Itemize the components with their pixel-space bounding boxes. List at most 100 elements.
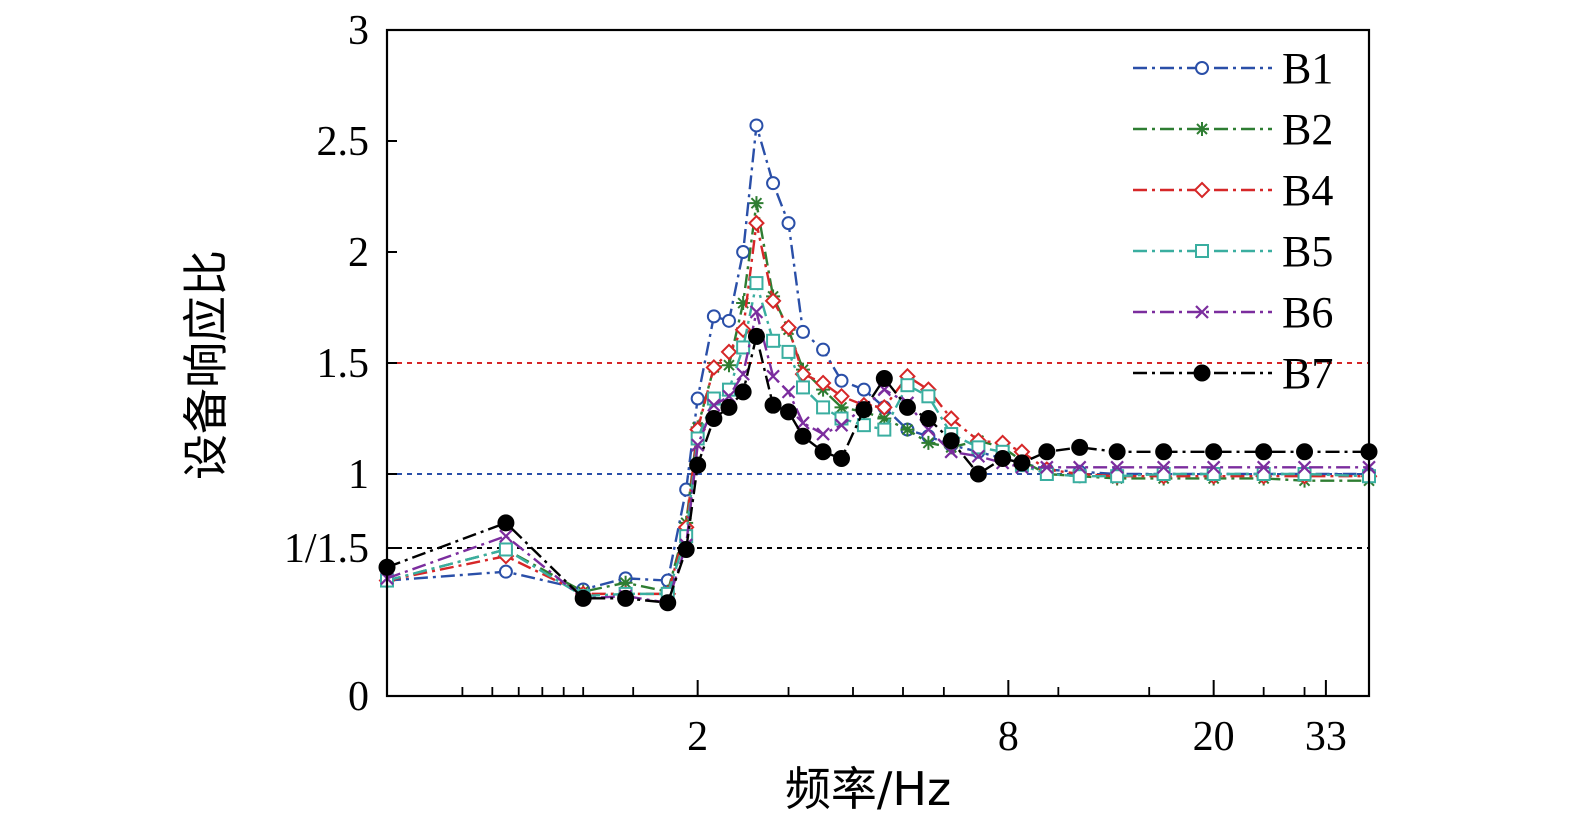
data-point bbox=[1072, 469, 1087, 484]
legend-label: B2 bbox=[1282, 105, 1333, 154]
data-point bbox=[971, 440, 986, 455]
data-point bbox=[1072, 460, 1087, 475]
data-point bbox=[734, 383, 752, 401]
legend-label: B5 bbox=[1282, 227, 1333, 276]
data-point bbox=[814, 443, 832, 461]
data-point bbox=[689, 456, 707, 474]
legend-label: B1 bbox=[1282, 44, 1333, 93]
data-point bbox=[498, 564, 513, 579]
legend-marker bbox=[1195, 244, 1209, 258]
data-point bbox=[617, 589, 635, 607]
data-point bbox=[1297, 460, 1312, 475]
series-b6 bbox=[380, 305, 1376, 610]
data-point bbox=[834, 400, 849, 415]
legend-marker bbox=[1195, 61, 1209, 75]
y-tick-label: 1.5 bbox=[317, 341, 370, 387]
legend-marker bbox=[1193, 364, 1211, 382]
data-point bbox=[942, 410, 960, 427]
legend-item-b7: B7 bbox=[1133, 349, 1333, 398]
data-point bbox=[814, 374, 832, 392]
legend-item-b6: B6 bbox=[1133, 288, 1333, 337]
data-point bbox=[816, 427, 830, 441]
data-point bbox=[498, 542, 513, 557]
data-point bbox=[764, 396, 782, 414]
data-point bbox=[781, 344, 796, 359]
data-point bbox=[1205, 443, 1223, 461]
data-point bbox=[706, 309, 721, 324]
legend-marker bbox=[1193, 181, 1211, 199]
data-point bbox=[1297, 467, 1312, 481]
data-point bbox=[1255, 443, 1273, 461]
data-point bbox=[1256, 460, 1271, 475]
data-point bbox=[969, 465, 987, 483]
legend-label: B6 bbox=[1282, 288, 1333, 337]
legend-marker bbox=[1195, 305, 1209, 319]
data-point bbox=[734, 321, 752, 339]
data-point bbox=[900, 378, 915, 393]
data-point bbox=[856, 382, 871, 397]
data-point bbox=[795, 380, 810, 395]
legend-marker bbox=[1195, 122, 1209, 136]
data-point bbox=[736, 296, 751, 311]
data-point bbox=[1038, 443, 1056, 461]
data-point bbox=[816, 400, 831, 415]
data-point bbox=[1040, 460, 1054, 475]
data-point bbox=[875, 370, 893, 388]
data-point bbox=[1256, 467, 1271, 481]
series-layer bbox=[378, 118, 1378, 612]
data-point bbox=[780, 319, 797, 336]
data-point bbox=[749, 196, 764, 211]
data-point bbox=[1071, 438, 1089, 456]
data-point bbox=[720, 398, 738, 416]
data-point bbox=[721, 358, 736, 373]
data-point bbox=[764, 292, 782, 310]
data-point bbox=[1039, 467, 1054, 481]
data-point bbox=[833, 449, 851, 467]
x-tick-label: 8 bbox=[998, 714, 1019, 760]
data-point bbox=[1296, 443, 1314, 461]
data-point bbox=[834, 373, 849, 388]
data-point bbox=[1206, 460, 1221, 475]
data-point bbox=[499, 529, 513, 543]
data-point bbox=[690, 431, 705, 446]
data-point bbox=[690, 391, 705, 406]
data-point bbox=[618, 575, 633, 590]
series-line-b6 bbox=[386, 311, 1369, 605]
data-point bbox=[781, 385, 796, 399]
data-point bbox=[690, 438, 705, 452]
data-point bbox=[766, 176, 781, 191]
data-point bbox=[781, 216, 796, 231]
legend-item-b4: B4 bbox=[1133, 166, 1333, 215]
series-b5 bbox=[380, 276, 1376, 604]
data-point bbox=[736, 245, 751, 259]
data-point bbox=[898, 398, 916, 416]
data-point bbox=[794, 427, 812, 445]
legend: B1 B2 B4 B5 B6 B7 bbox=[1133, 44, 1333, 398]
data-point bbox=[707, 398, 721, 412]
data-point bbox=[749, 118, 764, 133]
data-point bbox=[677, 540, 695, 558]
data-point bbox=[705, 359, 723, 376]
data-point bbox=[834, 418, 849, 432]
data-point bbox=[971, 449, 986, 464]
y-tick-label: 0 bbox=[348, 674, 369, 720]
y-tick-label: 2 bbox=[348, 230, 369, 276]
y-tick-label: 2.5 bbox=[317, 119, 370, 165]
series-line-b4 bbox=[386, 222, 1369, 596]
data-point bbox=[736, 340, 751, 355]
legend-label: B7 bbox=[1282, 349, 1333, 398]
data-point bbox=[721, 313, 736, 328]
data-point bbox=[919, 410, 937, 427]
data-point bbox=[921, 389, 936, 404]
data-point bbox=[749, 276, 764, 291]
legend-item-b1: B1 bbox=[1133, 44, 1333, 93]
legend-item-b5: B5 bbox=[1133, 227, 1333, 276]
data-point bbox=[855, 401, 873, 419]
y-tick-label: 3 bbox=[348, 8, 369, 54]
legend-label: B4 bbox=[1282, 166, 1333, 215]
data-point bbox=[705, 410, 723, 427]
x-tick-label: 20 bbox=[1193, 714, 1235, 760]
series-b4 bbox=[378, 214, 1378, 603]
data-point bbox=[816, 342, 831, 357]
